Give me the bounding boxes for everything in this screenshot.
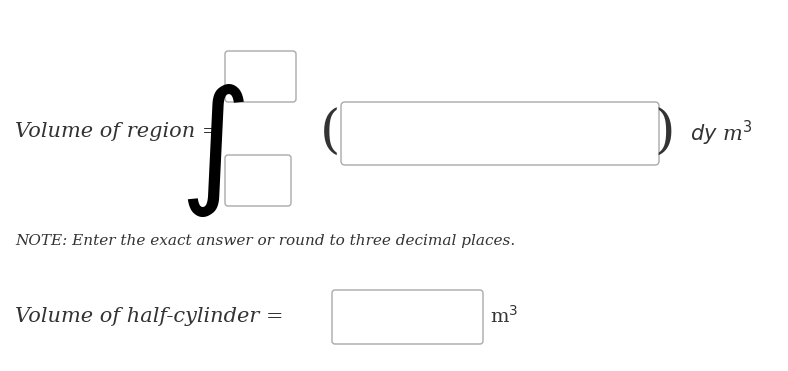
Text: NOTE: Enter the exact answer or round to three decimal places.: NOTE: Enter the exact answer or round to… bbox=[15, 234, 515, 248]
FancyBboxPatch shape bbox=[225, 51, 296, 102]
Text: m$^3$: m$^3$ bbox=[490, 305, 519, 327]
Text: $dy$ m$^3$: $dy$ m$^3$ bbox=[690, 118, 753, 148]
FancyBboxPatch shape bbox=[225, 155, 291, 206]
Text: Volume of half-cylinder =: Volume of half-cylinder = bbox=[15, 306, 284, 325]
Text: $\int$: $\int$ bbox=[179, 83, 245, 219]
Text: ): ) bbox=[655, 108, 675, 158]
Text: (: ( bbox=[320, 108, 340, 158]
FancyBboxPatch shape bbox=[341, 102, 659, 165]
FancyBboxPatch shape bbox=[332, 290, 483, 344]
Text: Volume of region =: Volume of region = bbox=[15, 121, 219, 141]
